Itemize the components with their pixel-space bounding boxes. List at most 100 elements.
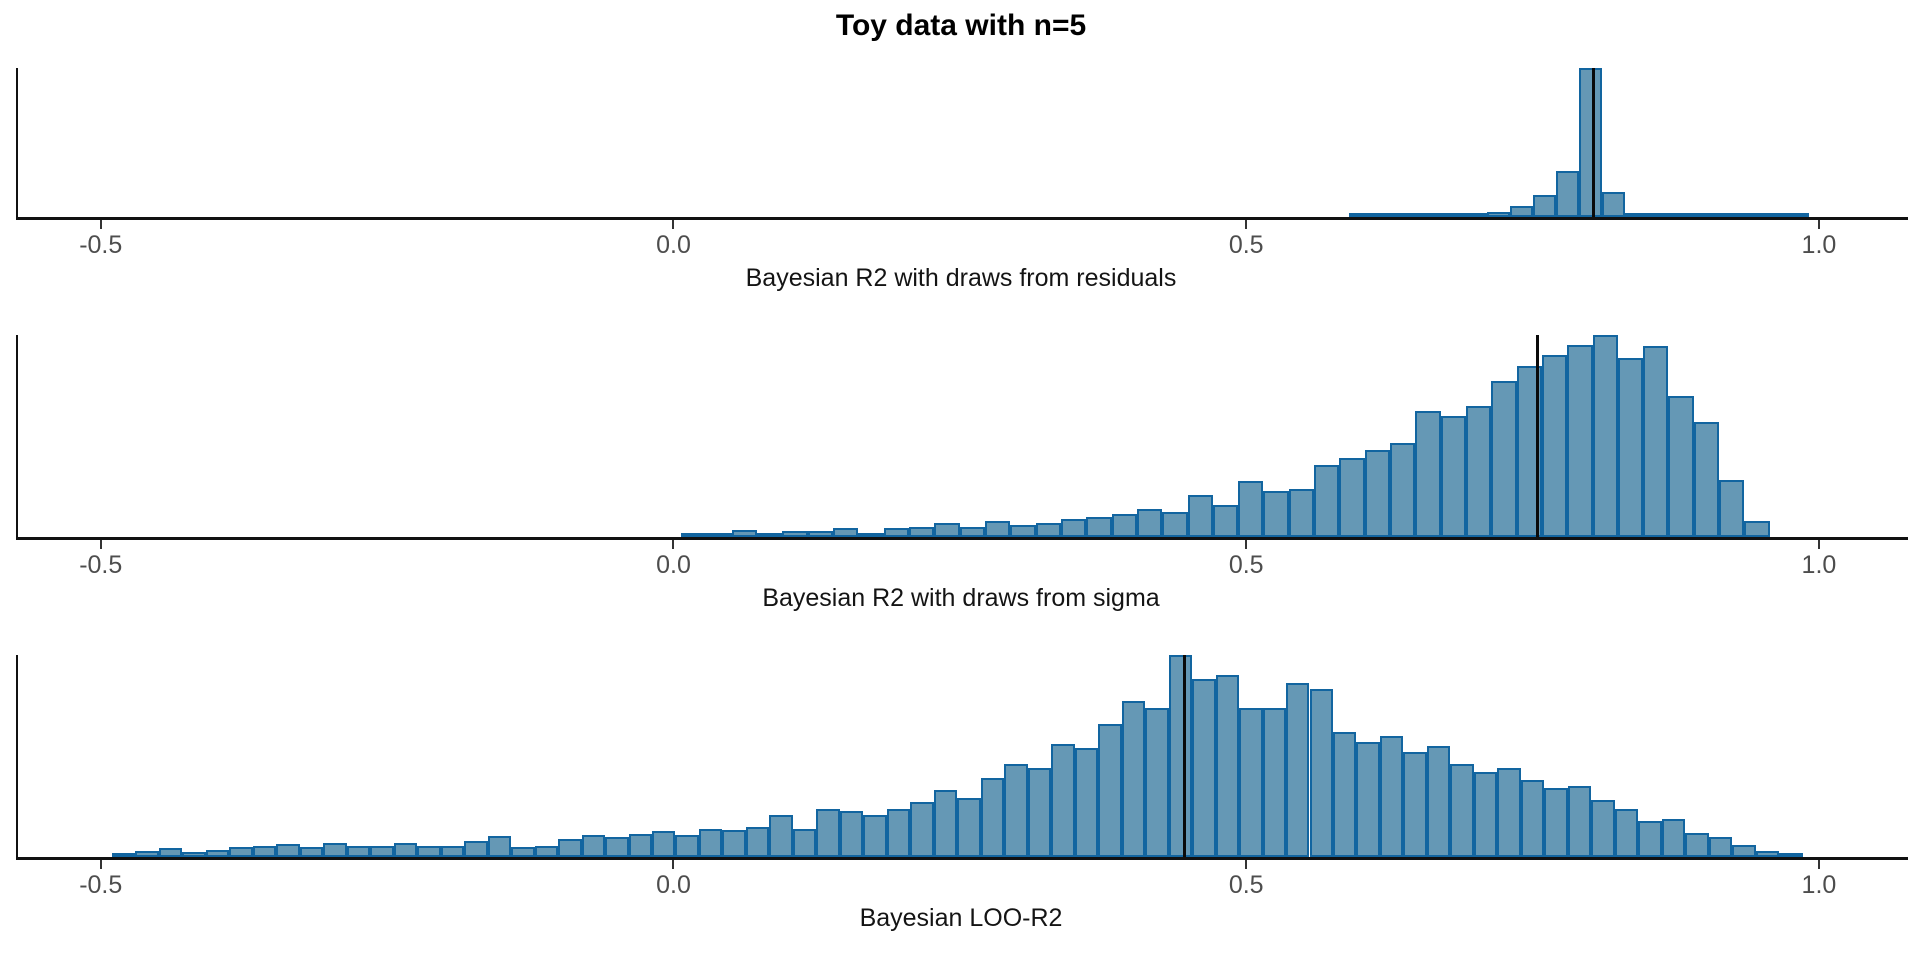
histogram-bar [1027, 768, 1052, 857]
histogram-bar [1567, 786, 1592, 857]
histogram-bar [1418, 213, 1442, 217]
histogram-bar [980, 778, 1005, 857]
histogram-bar [1614, 808, 1639, 857]
median-line [1535, 335, 1539, 537]
histogram-bar [909, 526, 935, 537]
histogram-bar [698, 828, 723, 857]
histogram-bar [1415, 410, 1441, 537]
histogram-bar [833, 527, 859, 537]
histogram-bar [1238, 481, 1264, 537]
histogram-bar [957, 798, 981, 857]
histogram-bar [1465, 405, 1492, 537]
histogram-bar [1212, 504, 1239, 537]
histogram-bar [1395, 213, 1419, 217]
histogram-bar [605, 836, 629, 857]
histogram-bar [1187, 494, 1213, 537]
x-axis-tick-mark [99, 220, 102, 229]
x-axis-tick-mark [672, 540, 675, 549]
histogram-bar [675, 834, 699, 857]
x-axis-tick-mark [672, 860, 675, 869]
histogram-bar [1464, 213, 1488, 217]
histogram-bar [1356, 741, 1380, 857]
histogram-bar [158, 847, 183, 857]
histogram-bar [652, 830, 676, 857]
histogram-bar [1643, 346, 1669, 537]
histogram-bar [229, 846, 253, 857]
histogram-bar [487, 835, 512, 857]
histogram-bar [1136, 508, 1163, 537]
histogram-bar [252, 845, 277, 857]
x-axis-tick-label: 0.0 [656, 231, 691, 259]
histogram-bar [1010, 524, 1036, 537]
histogram-bar [276, 843, 300, 857]
histogram-bar [1111, 513, 1137, 537]
histogram-bar [1638, 820, 1662, 857]
histogram-bar [558, 838, 582, 857]
x-axis-title-loo-r2: Bayesian LOO-R2 [859, 904, 1063, 932]
histogram-bar [807, 530, 834, 537]
x-axis-tick-labels-loo-r2: -0.5 0.0 0.5 1.0 [16, 870, 1906, 900]
histogram-bar [757, 533, 783, 537]
histogram-bar [959, 526, 985, 537]
histogram-bar [1051, 743, 1075, 857]
histogram-bar [706, 533, 732, 537]
x-axis-tick-label: 1.0 [1801, 551, 1837, 579]
histogram-bar [1215, 675, 1240, 857]
histogram-bar [1086, 516, 1112, 537]
histogram-bar [534, 845, 559, 857]
histogram-bar [1671, 213, 1695, 217]
histogram-bar [1364, 450, 1391, 537]
histogram-bar [1473, 772, 1498, 857]
histogram-bar [1314, 465, 1340, 537]
histogram-bar [1372, 213, 1396, 217]
histogram-bar [135, 850, 159, 857]
histogram-bar [1520, 780, 1545, 857]
histogram-bar [299, 846, 324, 857]
histogram-bar [1491, 381, 1517, 537]
x-axis-tick-mark [1245, 220, 1248, 229]
figure-title: Toy data with n=5 [835, 9, 1087, 42]
median-line [1591, 68, 1595, 217]
histogram-bar [1668, 395, 1694, 537]
histogram-bar [393, 842, 418, 857]
histogram-bar [1648, 213, 1672, 217]
histogram-bar [722, 829, 746, 857]
histogram-bar [1693, 421, 1720, 537]
histogram-bar [1694, 213, 1718, 217]
histogram-bar [731, 529, 758, 537]
histogram-bar [346, 845, 371, 857]
histogram-bar [745, 826, 770, 857]
histogram-bar [628, 833, 652, 857]
x-axis-title-sigma: Bayesian R2 with draws from sigma [762, 584, 1160, 612]
histogram-bar [1740, 213, 1764, 217]
x-axis-tick-mark [1817, 860, 1820, 869]
x-axis-tick-mark [672, 220, 675, 229]
histogram-bar [792, 828, 817, 857]
histogram-bar [934, 522, 960, 537]
histogram-bar [1717, 213, 1741, 217]
histogram-bar [910, 802, 934, 857]
histogram-bar [1708, 836, 1733, 857]
x-axis-tick-label: 0.5 [1228, 551, 1264, 579]
histogram-panel-sigma [16, 335, 1908, 540]
x-axis-tick-label: 0.0 [656, 871, 691, 899]
histogram-bar [511, 846, 535, 857]
histogram-bar [1617, 358, 1644, 537]
histogram-bar [1162, 511, 1188, 537]
histogram-bar [1779, 853, 1803, 857]
histogram-bar [1556, 170, 1580, 217]
histogram-bar [1786, 213, 1810, 217]
histogram-bar [417, 845, 441, 857]
histogram-bar [1098, 723, 1122, 857]
histogram-bar [1121, 701, 1146, 857]
histogram-bar [370, 845, 394, 857]
histogram-bar [1441, 213, 1465, 217]
x-axis-title-residuals: Bayesian R2 with draws from residuals [745, 264, 1177, 292]
histogram-bar [1192, 679, 1216, 857]
histogram-bar [1591, 800, 1615, 857]
histogram-bar [1661, 818, 1686, 857]
histogram-bar [323, 842, 347, 857]
histogram-bar [1035, 522, 1061, 537]
histogram-bar [1510, 205, 1534, 217]
histogram-panel-loo-r2 [16, 655, 1908, 860]
